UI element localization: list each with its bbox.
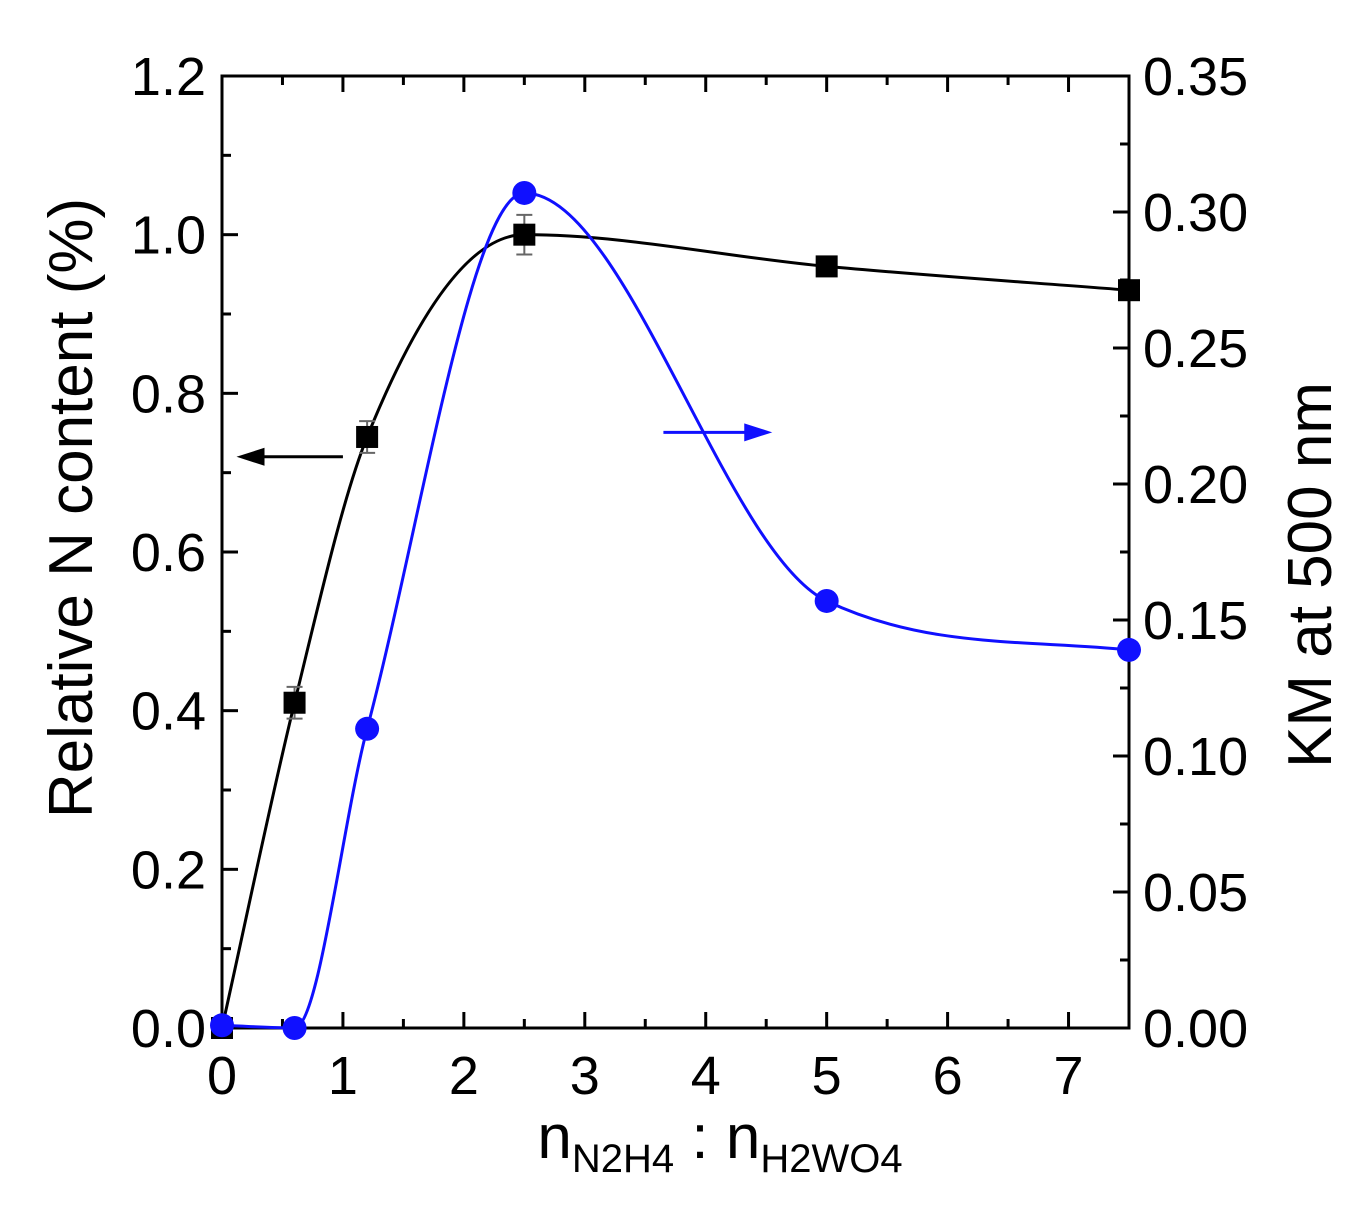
y-left-tick-labels: 0.0 0.2 0.4 0.6 0.8 1.0 1.2 <box>131 47 206 1059</box>
y-left-tick-label: 0.2 <box>131 840 206 900</box>
y-left-axis-title: Relative N content (%) <box>37 198 106 818</box>
x-tick-label: 4 <box>691 1046 721 1106</box>
y-right-tick-label: 0.10 <box>1143 727 1248 787</box>
data-markers <box>210 180 1141 1040</box>
series-0-point <box>815 255 838 278</box>
x-tick-label: 2 <box>449 1046 479 1106</box>
series-1-point <box>1117 637 1141 662</box>
x-tick-label: 0 <box>207 1046 237 1106</box>
y-left-tick-label: 0.6 <box>131 523 206 583</box>
series-1-point <box>355 716 380 741</box>
series-0-point <box>283 691 306 714</box>
axis-arrows <box>236 423 773 466</box>
x-tick-labels: 0 1 2 3 4 5 6 7 <box>207 1046 1084 1106</box>
y-left-tick-label: 0.4 <box>131 682 206 742</box>
y-right-tick-label: 0.30 <box>1143 183 1248 243</box>
right-arrow-head <box>744 423 773 442</box>
y-left-tick-label: 1.0 <box>131 206 206 266</box>
x-tick-label: 5 <box>812 1046 842 1106</box>
y-right-tick-label: 0.00 <box>1143 999 1248 1059</box>
x-axis-title: nN2H4 : nH2WO4 <box>537 1103 902 1181</box>
x-tick-label: 3 <box>570 1046 600 1106</box>
y-left-tick-label: 0.0 <box>131 999 206 1059</box>
x-tick-label: 1 <box>328 1046 358 1106</box>
axis-ticks <box>220 74 1131 1030</box>
y-left-tick-label: 0.8 <box>131 364 206 424</box>
series-1-point <box>210 1013 234 1038</box>
plot-frame <box>220 74 1131 1030</box>
fit-curves <box>220 191 1130 1030</box>
series-1-curve <box>221 191 1130 1030</box>
left-arrow-head <box>236 447 265 466</box>
x-tick-label: 6 <box>933 1046 963 1106</box>
series-0-point <box>1118 279 1140 302</box>
y-right-tick-label: 0.20 <box>1143 455 1248 515</box>
series-0-point <box>513 223 536 246</box>
series-1-point <box>512 180 537 205</box>
y-left-tick-label: 1.2 <box>131 47 206 107</box>
y-right-tick-labels: 0.00 0.05 0.10 0.15 0.20 0.25 0.30 0.35 <box>1143 47 1248 1059</box>
y-right-tick-label: 0.35 <box>1143 47 1248 107</box>
series-1-point <box>814 588 839 613</box>
y-right-tick-label: 0.05 <box>1143 863 1248 923</box>
y-right-tick-label: 0.15 <box>1143 591 1248 651</box>
series-0-curve <box>220 233 1130 1029</box>
y-right-tick-label: 0.25 <box>1143 319 1248 379</box>
x-tick-label: 7 <box>1054 1046 1084 1106</box>
y-right-axis-title: KM at 500 nm <box>1276 382 1345 768</box>
series-1-point <box>282 1016 307 1040</box>
series-0-point <box>356 425 379 448</box>
